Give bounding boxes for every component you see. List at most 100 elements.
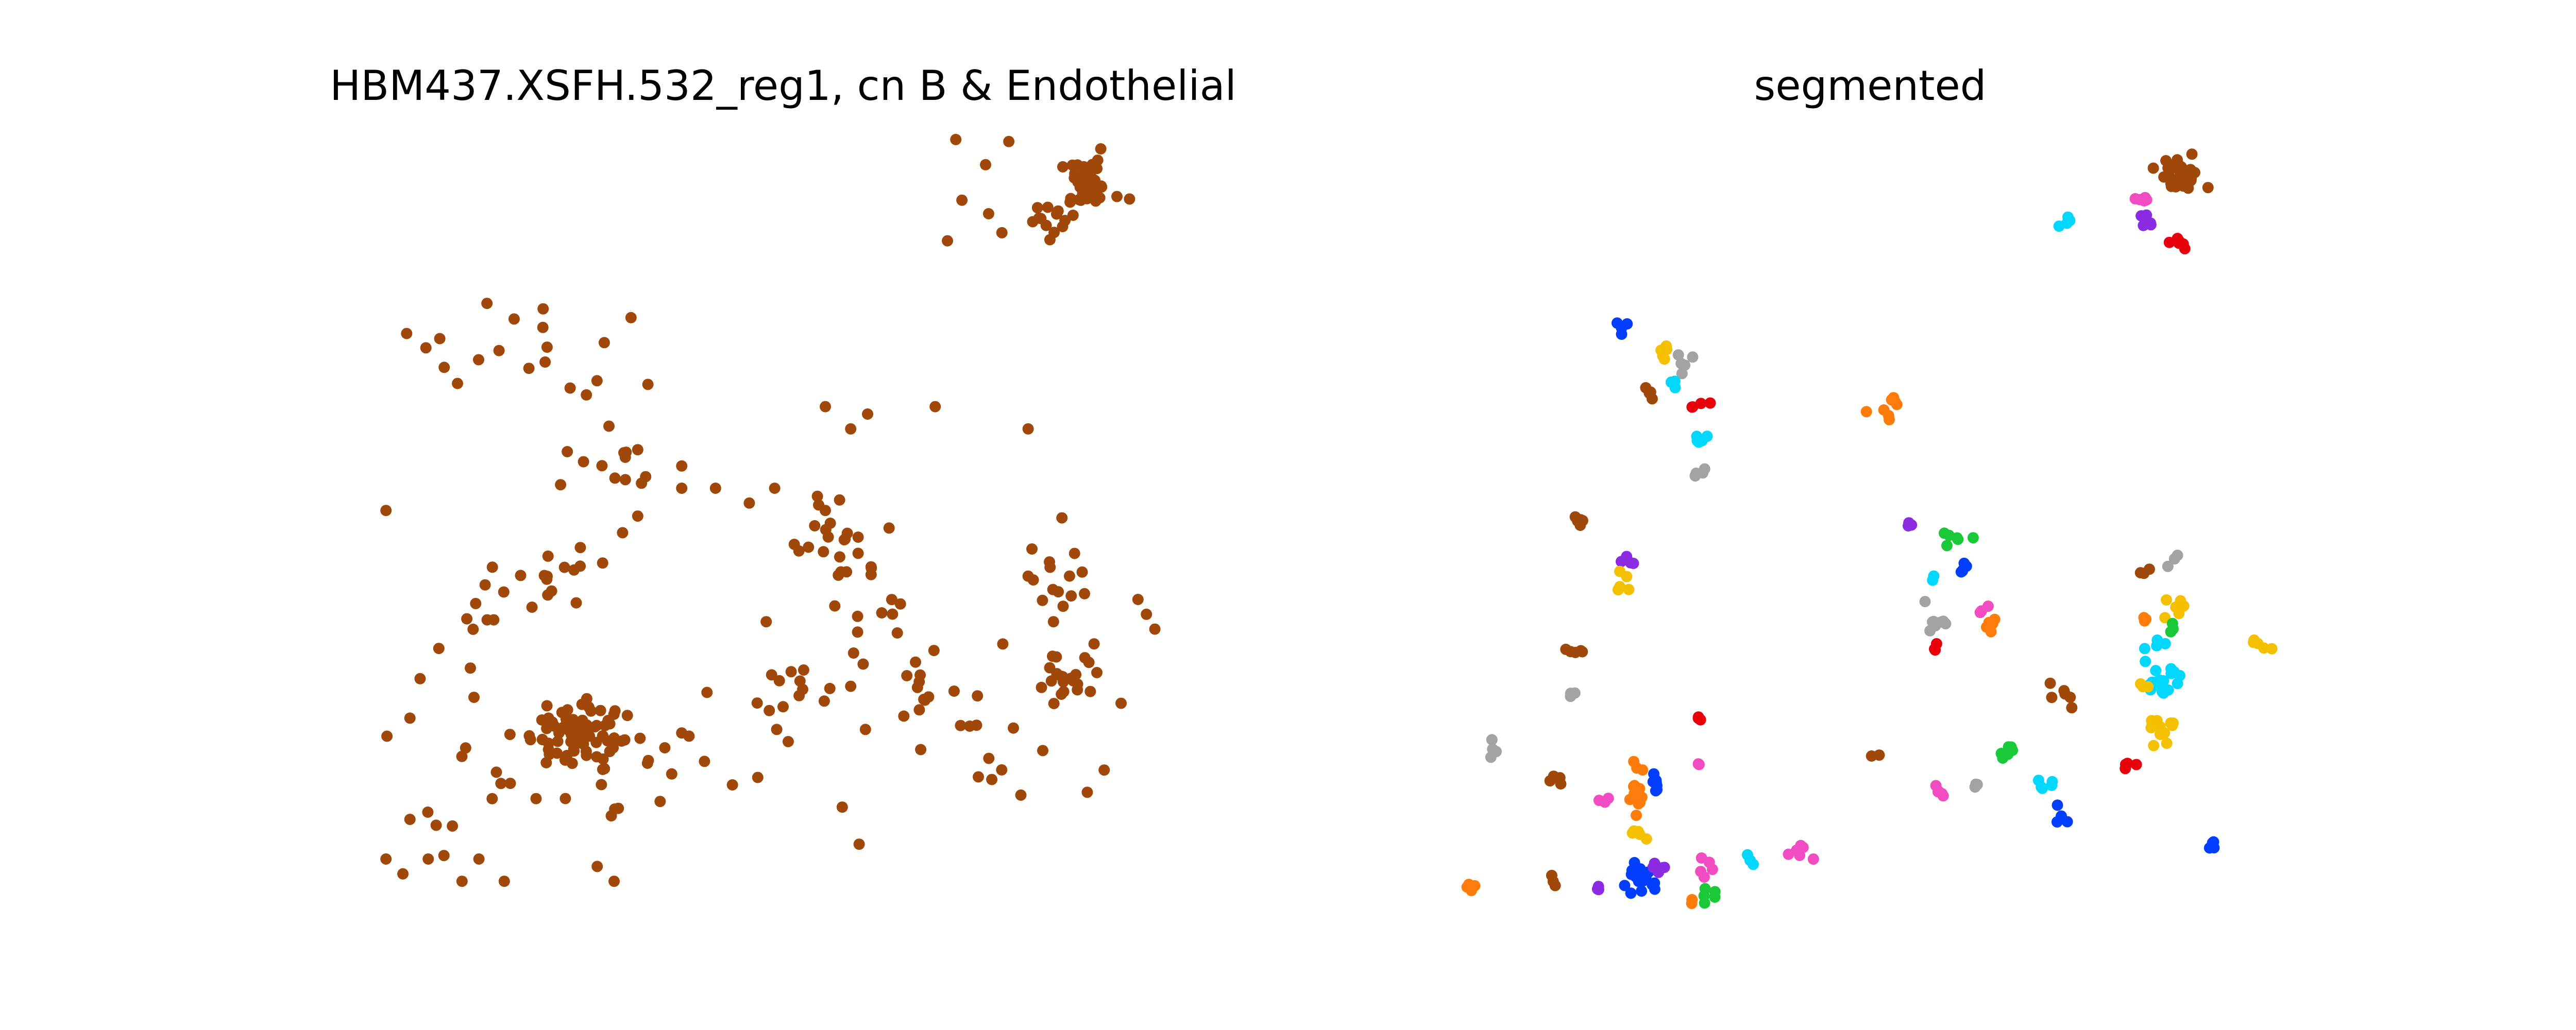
segment-point: [1873, 749, 1885, 761]
segment-point: [2037, 782, 2048, 794]
scatter-point: [950, 133, 962, 145]
segment-point: [2173, 237, 2185, 249]
scatter-point: [1111, 191, 1123, 202]
scatter-point: [504, 778, 516, 789]
scatter-point: [576, 698, 588, 710]
segment-point: [1676, 368, 1688, 380]
scatter-point: [1073, 194, 1085, 205]
scatter-point: [883, 522, 895, 534]
scatter-point: [618, 447, 630, 459]
scatter-point: [829, 600, 841, 612]
segment-point: [2145, 722, 2157, 733]
segment-point: [2005, 741, 2017, 753]
scatter-point: [751, 697, 763, 709]
scatter-point: [887, 608, 899, 620]
segment-point: [1634, 863, 1646, 875]
segment-point: [1669, 375, 1681, 387]
scatter-point: [420, 342, 432, 354]
scatter-point: [845, 423, 857, 435]
segment-point: [2044, 677, 2056, 689]
scatter-point: [1098, 764, 1110, 776]
scatter-point: [1065, 590, 1077, 602]
segment-point: [1633, 826, 1644, 837]
segment-point: [1628, 756, 1640, 767]
scatter-point: [654, 796, 666, 808]
scatter-point: [401, 328, 413, 339]
scatter-point: [498, 586, 510, 598]
scatter-point: [539, 356, 551, 368]
scatter-point: [911, 681, 923, 693]
scatter-point: [1069, 172, 1080, 184]
scatter-point: [461, 613, 473, 625]
scatter-point: [898, 710, 910, 722]
scatter-point: [536, 733, 548, 745]
scatter-point: [1044, 561, 1056, 573]
scatter-point: [822, 531, 834, 543]
segment-point: [1971, 779, 1983, 791]
scatter-point: [771, 724, 783, 735]
scatter-point: [433, 643, 445, 655]
scatter-point: [597, 557, 608, 569]
segment-point: [2208, 836, 2219, 848]
scatter-point: [824, 518, 836, 529]
scatter-point: [642, 379, 654, 390]
scatter-point: [438, 850, 450, 862]
segment-point: [1694, 714, 1706, 726]
scatter-point: [769, 483, 781, 494]
scatter-point: [1141, 608, 1153, 620]
scatter-point: [470, 597, 482, 609]
scatter-point: [764, 705, 775, 716]
scatter-point: [636, 477, 648, 489]
scatter-point: [1074, 181, 1086, 193]
scatter-point: [862, 408, 873, 420]
scatter-point: [1076, 566, 1088, 578]
scatter-point: [809, 520, 821, 531]
segment-point: [2061, 816, 2073, 828]
scatter-point: [609, 472, 621, 484]
scatter-point: [726, 779, 738, 791]
segment-point: [1544, 775, 1556, 787]
scatter-point: [848, 647, 859, 659]
scatter-point: [1051, 668, 1063, 680]
segment-point: [1621, 551, 1633, 562]
segment-point: [1982, 600, 1994, 612]
scatter-point: [766, 669, 777, 681]
scatter-point: [743, 497, 755, 509]
scatter-point: [574, 542, 586, 554]
scatter-point: [701, 686, 713, 698]
scatter-point: [526, 602, 538, 613]
segment-point: [1709, 886, 1721, 898]
scatter-point: [1091, 163, 1103, 175]
scatter-point: [608, 709, 620, 720]
segment-point: [1555, 778, 1567, 790]
scatter-point: [603, 420, 615, 432]
segment-point: [2168, 553, 2180, 565]
segment-point: [1941, 540, 1953, 552]
scatter-point: [560, 713, 572, 725]
segment-point: [2176, 179, 2188, 191]
segment-point: [1930, 780, 1942, 792]
segment-point: [1698, 871, 1710, 883]
segment-point: [1967, 532, 1979, 544]
segment-point: [1706, 864, 1718, 876]
segment-point: [1928, 570, 1940, 582]
scatter-point: [1037, 594, 1048, 606]
segment-point: [1704, 397, 1716, 409]
scatter-point: [997, 638, 1009, 650]
scatter-point: [834, 551, 845, 563]
scatter-point: [562, 446, 573, 457]
segment-point: [1794, 849, 1806, 861]
segment-point: [1701, 431, 1713, 442]
segment-point: [1698, 890, 1710, 902]
segment-point: [1628, 558, 1639, 569]
scatter-point: [1057, 221, 1069, 232]
scatter-point: [845, 680, 857, 692]
scatter-point: [524, 734, 536, 746]
scatter-point: [1083, 191, 1095, 202]
segment-point: [1989, 613, 2001, 625]
scatter-point: [481, 298, 493, 310]
scatter-point: [536, 714, 548, 726]
scatter-point: [438, 362, 450, 373]
scatter-point: [699, 756, 710, 767]
segment-point: [1995, 748, 2007, 759]
